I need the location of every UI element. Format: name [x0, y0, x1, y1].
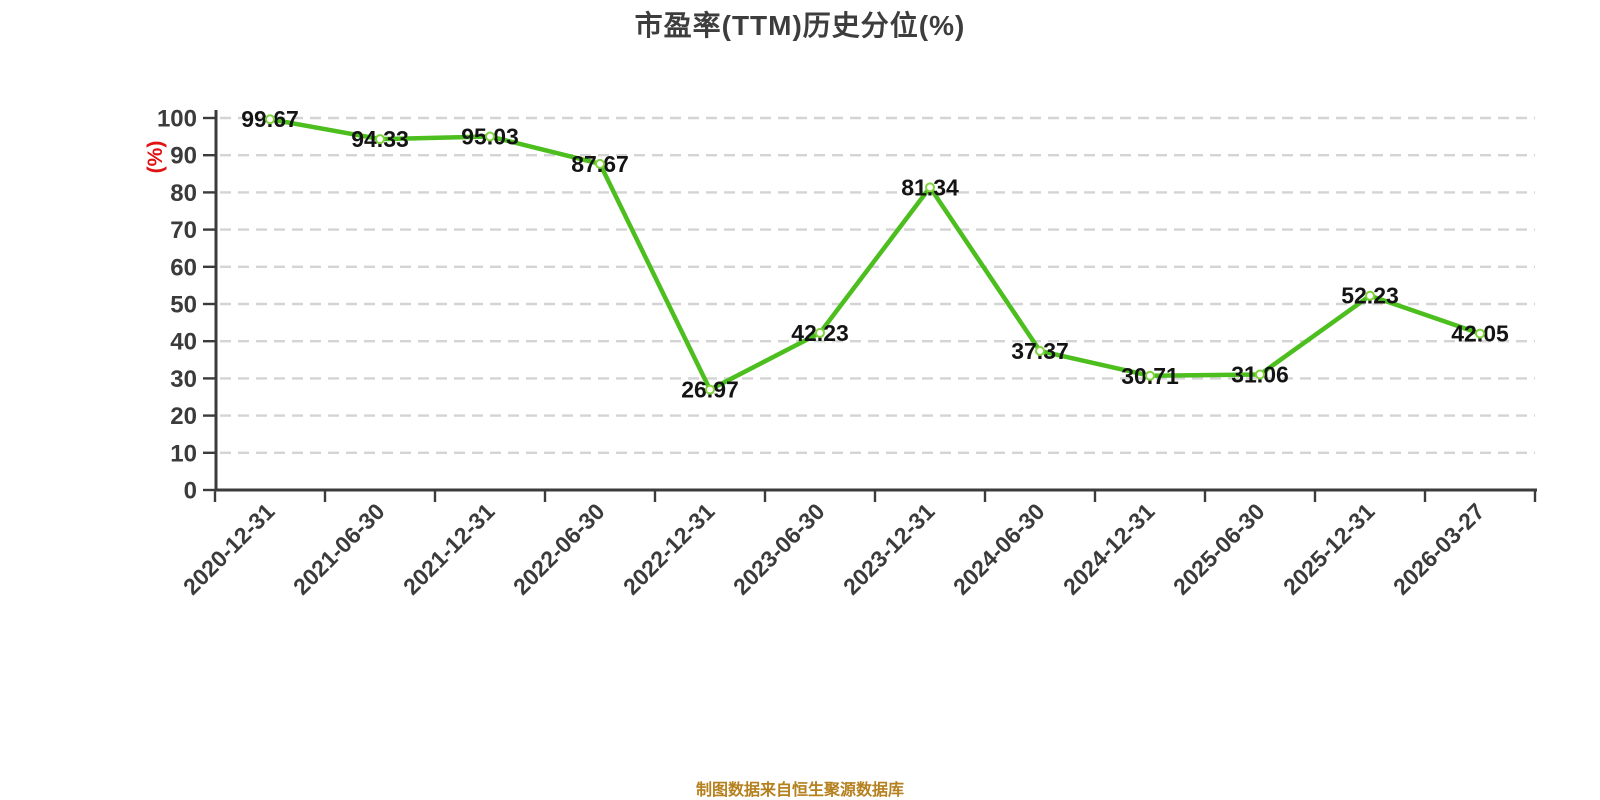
y-tick-label: 50: [170, 292, 197, 319]
y-tick-label: 70: [170, 217, 197, 244]
x-tick-label: 2025-06-30: [1168, 498, 1270, 600]
data-point-marker: [375, 134, 385, 145]
x-tick-label: 2023-12-31: [838, 498, 940, 600]
data-point-marker: [1145, 370, 1155, 381]
x-tick-label: 2022-06-30: [508, 498, 610, 600]
x-tick-label: 2022-12-31: [618, 498, 720, 600]
data-point-marker: [1365, 290, 1375, 301]
x-tick-label: 2023-06-30: [728, 498, 830, 600]
data-point-marker: [485, 131, 495, 142]
y-tick-label: 20: [170, 403, 197, 430]
y-tick-label: 90: [170, 143, 197, 170]
data-source-note: 制图数据来自恒生聚源数据库: [695, 782, 904, 799]
data-point-marker: [705, 384, 715, 395]
chart-title: 市盈率(TTM)历史分位(%): [634, 10, 966, 41]
x-tick-label: 2021-06-30: [288, 498, 390, 600]
x-tick-label: 2024-12-31: [1058, 498, 1160, 600]
data-point-marker: [1475, 328, 1485, 339]
y-tick-label: 30: [170, 366, 197, 393]
gridlines: [220, 116, 1535, 454]
y-tick-label: 40: [170, 329, 197, 356]
y-tick-label: 100: [157, 106, 197, 133]
y-tick-label: 60: [170, 254, 197, 281]
x-tick-label: 2020-12-31: [178, 498, 280, 600]
y-tick-label: 80: [170, 180, 197, 207]
data-point-marker: [595, 158, 605, 169]
y-tick-label: 10: [170, 440, 197, 467]
data-point-marker: [265, 114, 275, 125]
data-point-marker: [1035, 345, 1045, 356]
x-tick-label: 2021-12-31: [398, 498, 500, 600]
axis-ticks: [203, 116, 1537, 502]
x-tick-label: 2025-12-31: [1278, 498, 1380, 600]
data-point-marker: [925, 182, 935, 193]
series-line: [267, 116, 1483, 392]
data-point-marker: [1255, 369, 1265, 380]
x-tick-label: 2024-06-30: [948, 498, 1050, 600]
x-tick-label: 2026-03-27: [1388, 498, 1490, 600]
y-tick-label: 0: [184, 478, 197, 505]
data-point-marker: [815, 327, 825, 338]
